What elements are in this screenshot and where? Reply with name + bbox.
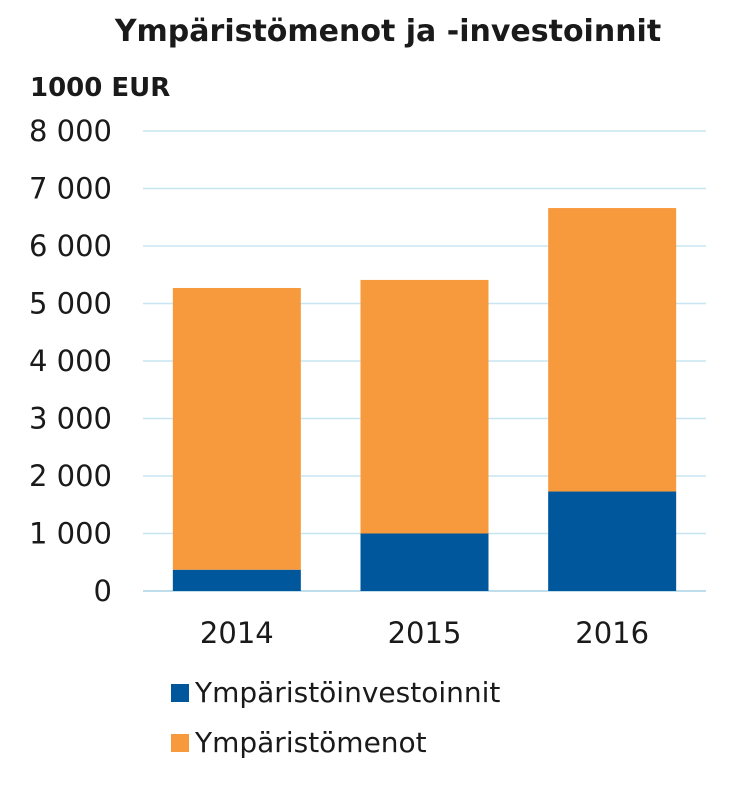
- bar-menot-2016: [548, 208, 677, 492]
- y-tick-label: 3 000: [29, 402, 112, 436]
- x-tick-label: 2015: [388, 616, 462, 650]
- legend-swatch-investoinnit: [171, 684, 189, 702]
- legend-label-investoinnit: Ympäristöinvestoinnit: [194, 676, 500, 709]
- legend: Ympäristöinvestoinnit Ympäristömenot: [171, 676, 500, 759]
- y-tick-label: 8 000: [29, 114, 112, 148]
- chart-title: Ympäristömenot ja -investoinnit: [114, 14, 661, 49]
- bar-menot-2014: [172, 287, 301, 570]
- y-tick-label: 0: [94, 574, 112, 608]
- y-axis-unit-label: 1000 EUR: [30, 73, 170, 103]
- bar-investoinnit-2014: [172, 569, 301, 591]
- y-tick-label: 4 000: [29, 344, 112, 378]
- legend-swatch-menot: [171, 734, 189, 752]
- bar-investoinnit-2016: [548, 491, 677, 591]
- x-tick-label: 2014: [200, 616, 274, 650]
- bar-investoinnit-2015: [360, 533, 489, 591]
- y-tick-label: 6 000: [29, 229, 112, 263]
- bars: [172, 208, 677, 591]
- x-axis-ticks: 2014 2015 2016: [200, 616, 649, 650]
- y-tick-label: 5 000: [29, 287, 112, 321]
- x-tick-label: 2016: [575, 616, 649, 650]
- y-tick-label: 2 000: [29, 459, 112, 493]
- y-tick-label: 7 000: [29, 172, 112, 206]
- legend-label-menot: Ympäristömenot: [194, 726, 427, 759]
- y-tick-label: 1 000: [29, 517, 112, 551]
- bar-menot-2015: [360, 279, 489, 534]
- y-axis-ticks: 0 1 000 2 000 3 000 4 000 5 000 6 000 7 000 8 00…: [29, 114, 112, 608]
